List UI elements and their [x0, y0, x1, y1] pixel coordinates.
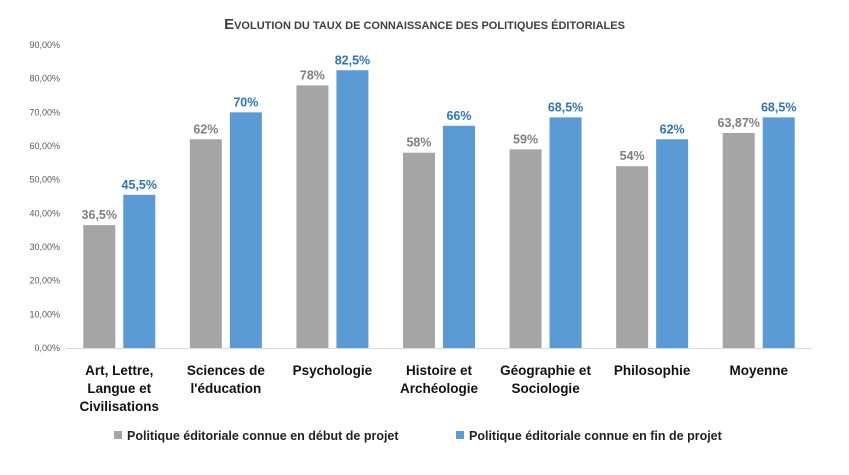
bar [722, 132, 755, 348]
bar [616, 166, 649, 348]
bar-value-label: 68,5% [761, 100, 796, 114]
chart-title: EVOLUTION DU TAUX DE CONNAISSANCE DES PO… [224, 16, 625, 33]
category-label: Philosophie [614, 363, 691, 378]
y-tick-label: 70,00% [29, 107, 60, 117]
bar-value-label: 59% [513, 132, 538, 146]
bar [443, 125, 475, 348]
legend-swatch [114, 431, 122, 439]
value-labels: 36,5% 45,5% 62% 70% 78% 82,5% 58% 66% 59% 68,5% 54… [82, 53, 797, 222]
bar-value-label: 62% [660, 122, 685, 136]
category-label: Sciences de l'éducation [187, 363, 266, 396]
bar [403, 152, 435, 348]
bar [509, 149, 542, 348]
bar-value-label: 36,5% [82, 208, 117, 222]
y-tick-label: 20,00% [29, 276, 60, 286]
bar-value-label: 54% [620, 149, 645, 163]
bar-value-label: 68,5% [548, 100, 583, 114]
bar [229, 112, 262, 348]
category-label: Moyenne [729, 363, 788, 378]
bars [83, 70, 795, 349]
y-tick-label: 60,00% [29, 141, 60, 151]
bar [83, 225, 116, 348]
bar [296, 85, 329, 349]
y-tick-label: 30,00% [29, 242, 60, 252]
bar [762, 117, 795, 348]
bar [336, 70, 369, 348]
legend-label: Politique éditoriale connue en début de … [127, 429, 399, 443]
y-tick-label: 40,00% [29, 208, 60, 218]
bar [549, 117, 582, 348]
bar-value-label: 78% [300, 68, 325, 82]
category-labels: Art, Lettre, Langue et Civilisations Scienc… [80, 363, 789, 414]
y-tick-label: 10,00% [29, 309, 60, 319]
y-tick-label: 0,00% [34, 343, 60, 353]
legend-swatch [456, 431, 464, 439]
bar-value-label: 70% [233, 95, 258, 109]
bar-value-label: 82,5% [335, 53, 370, 67]
legend-label: Politique éditoriale connue en fin de pr… [469, 429, 723, 443]
bar-value-label: 63,87% [718, 116, 760, 130]
category-label: Géographie et Sociologie [500, 363, 591, 396]
bar [189, 139, 222, 348]
bar-value-label: 62% [193, 122, 218, 136]
y-axis-ticks: 0,00% 10,00% 20,00% 30,00% 40,00% 50,00% 60,00… [29, 40, 60, 353]
category-label: Art, Lettre, Langue et Civilisations [80, 363, 160, 414]
y-tick-label: 80,00% [29, 74, 60, 84]
bar [123, 194, 156, 348]
category-label: Psychologie [293, 363, 373, 378]
y-tick-label: 90,00% [29, 40, 60, 50]
bar [656, 139, 689, 348]
bar-value-label: 45,5% [122, 178, 157, 192]
category-label: Histoire et Archéologie [400, 363, 479, 396]
bar-value-label: 58% [406, 136, 431, 150]
y-tick-label: 50,00% [29, 175, 60, 185]
bar-value-label: 66% [446, 109, 471, 123]
legend: Politique éditoriale connue en début de … [114, 429, 723, 443]
